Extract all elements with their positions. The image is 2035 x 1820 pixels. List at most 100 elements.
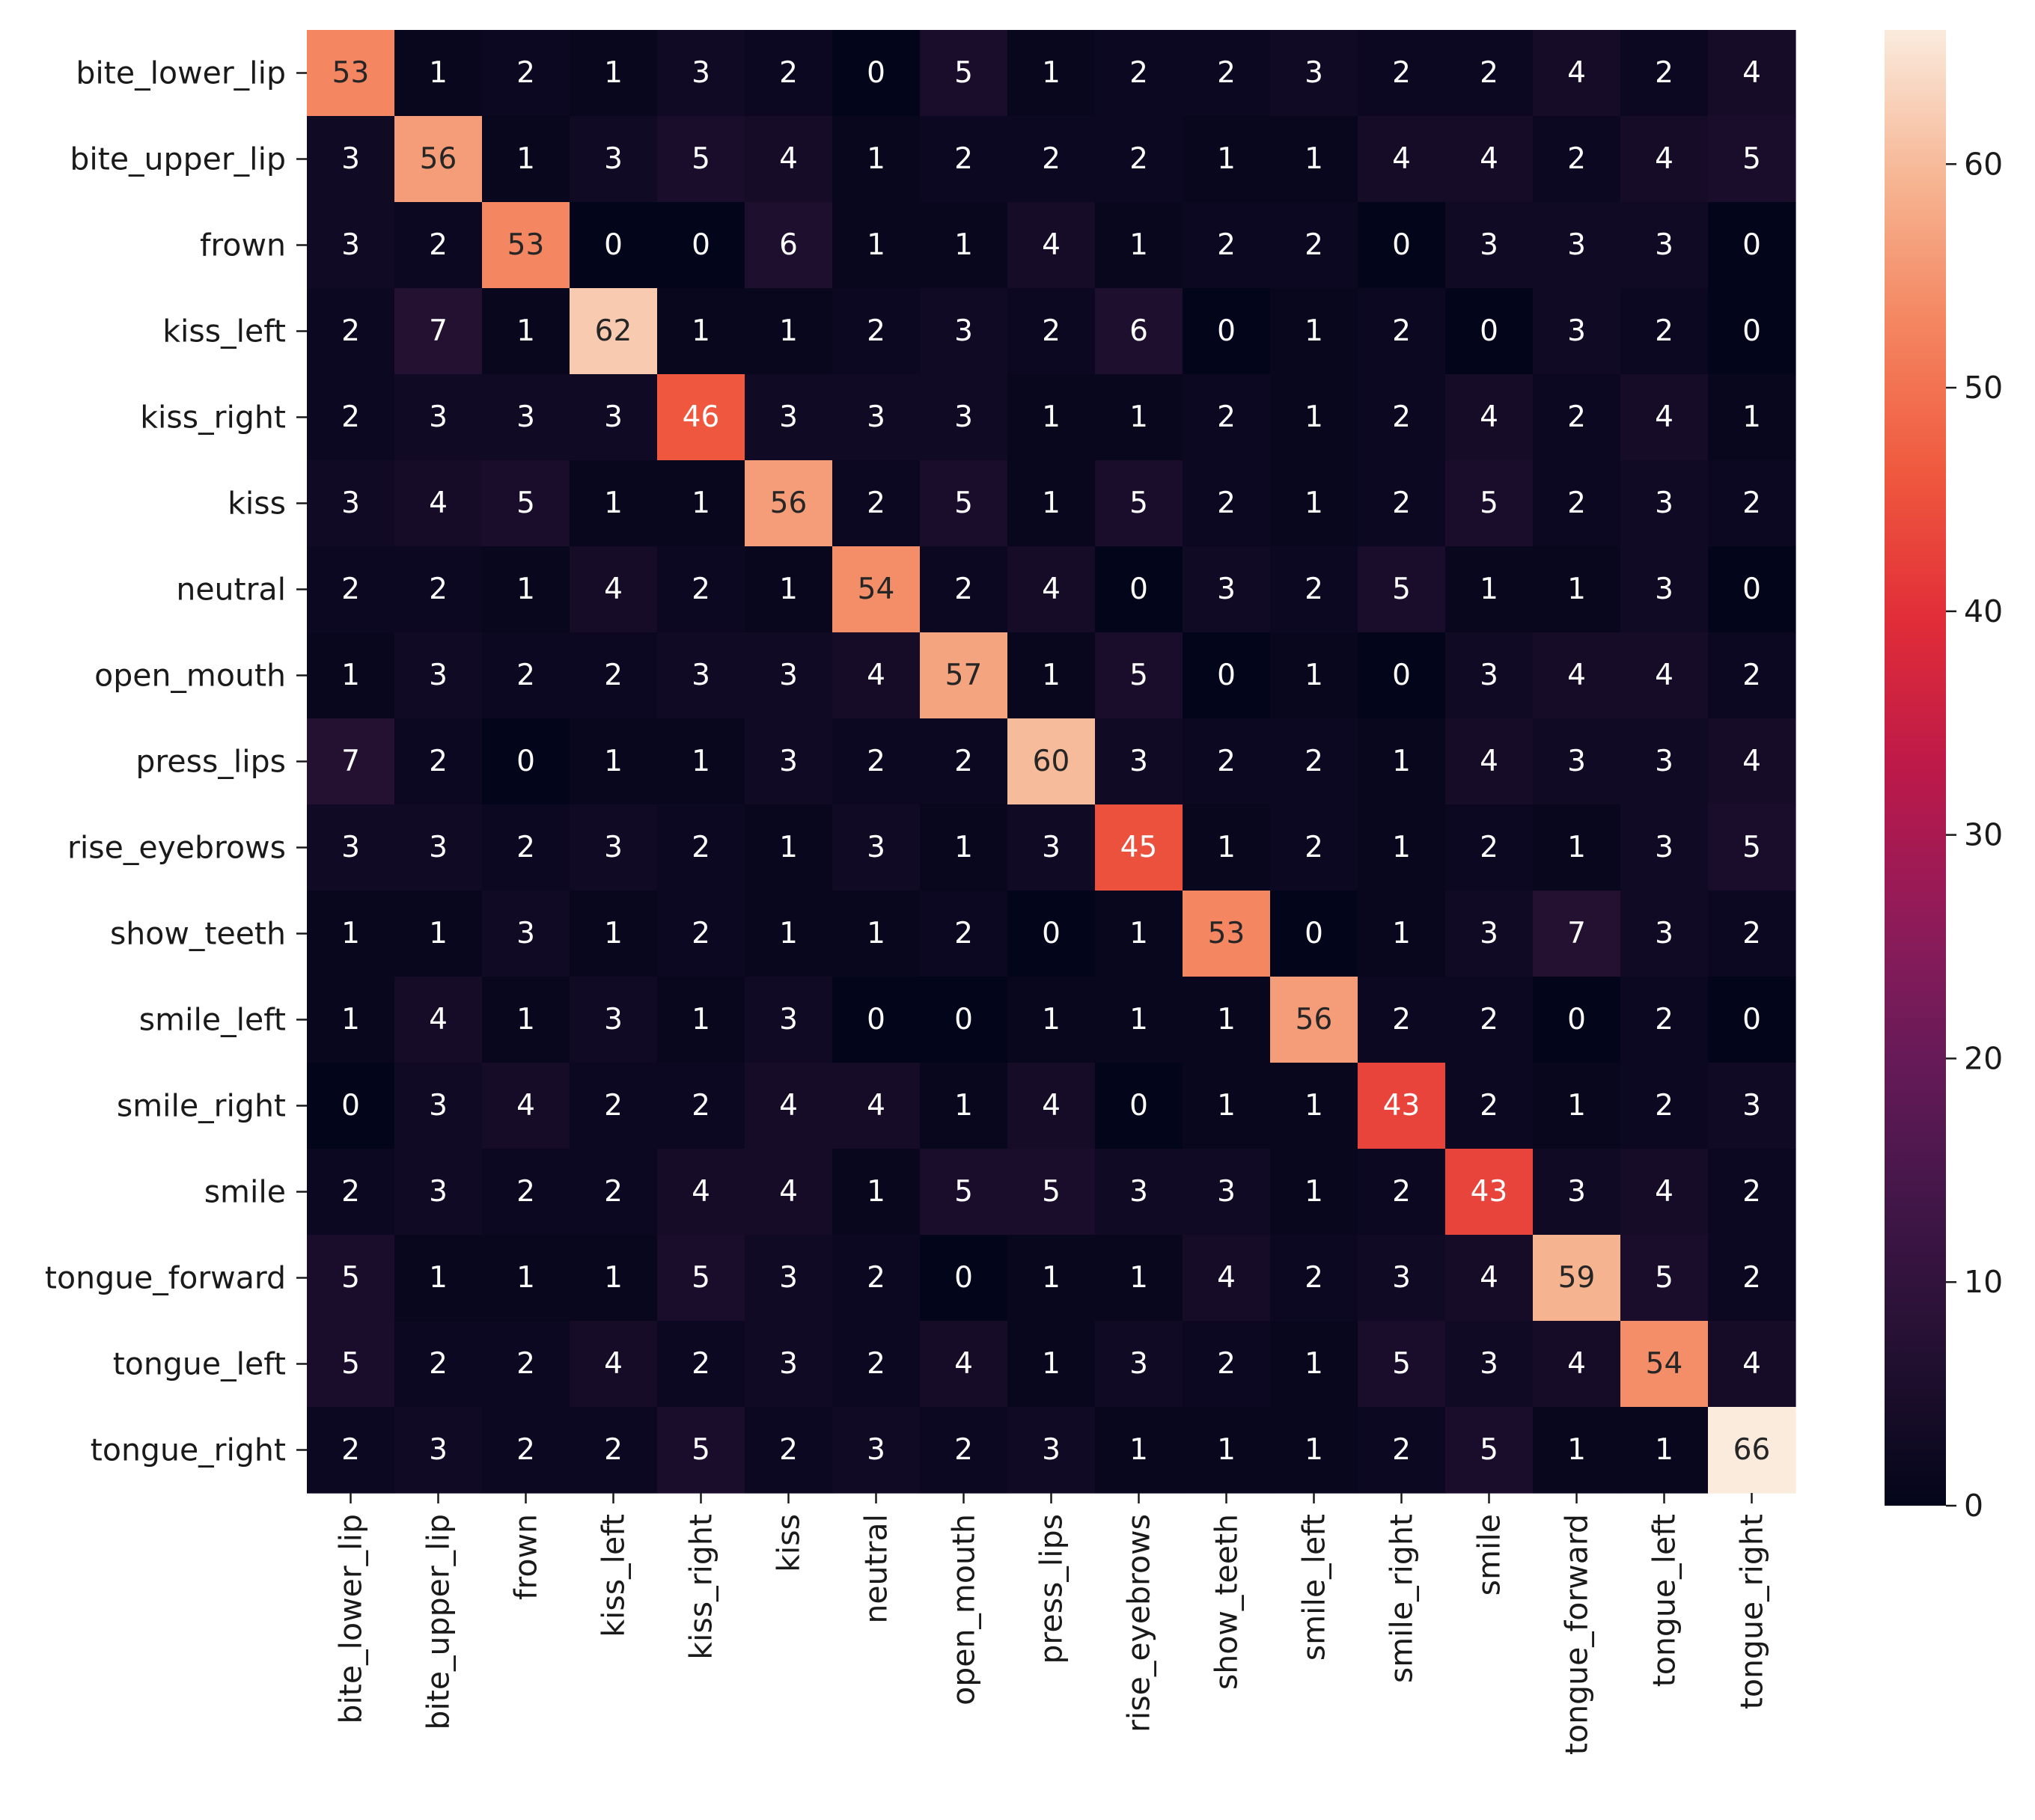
heatmap-cell [1007, 1235, 1096, 1322]
heatmap-cell [570, 288, 658, 375]
cell-value-label: 0 [1305, 917, 1323, 950]
cell-value-label: 2 [692, 917, 710, 950]
heatmap-cell [1183, 460, 1271, 547]
cell-value-label: 4 [1217, 1261, 1236, 1295]
cell-value-label: 2 [1217, 745, 1236, 778]
cell-value-label: 0 [1742, 314, 1761, 348]
cell-value-label: 53 [1208, 917, 1245, 950]
cell-value-label: 2 [1305, 745, 1323, 778]
cell-value-label: 4 [516, 1089, 535, 1123]
cell-value-label: 2 [1742, 486, 1761, 520]
cell-value-label: 2 [516, 659, 535, 692]
cell-value-label: 1 [516, 314, 535, 348]
cell-value-label: 2 [1480, 1089, 1498, 1123]
cell-value-label: 4 [779, 142, 798, 176]
cell-value-label: 0 [1742, 572, 1761, 606]
heatmap-cell [307, 1063, 395, 1149]
heatmap-cell [657, 1063, 745, 1149]
cell-value-label: 2 [1655, 1089, 1674, 1123]
cell-value-label: 3 [341, 831, 360, 864]
heatmap-cell [307, 804, 395, 891]
cell-value-label: 1 [867, 917, 885, 950]
heatmap-cell [570, 1063, 658, 1149]
cell-value-label: 46 [683, 400, 720, 434]
cell-value-label: 1 [867, 142, 885, 176]
cell-value-label: 0 [1042, 917, 1061, 950]
cell-value-label: 0 [867, 1003, 885, 1036]
heatmap-cell [1270, 1149, 1358, 1236]
heatmap-cell [657, 632, 745, 719]
heatmap-cell [1183, 546, 1271, 633]
cell-value-label: 1 [1305, 314, 1323, 348]
cell-value-label: 1 [516, 572, 535, 606]
y-tick-label: kiss [228, 486, 286, 522]
heatmap-cell [1533, 374, 1621, 461]
cell-value-label: 5 [954, 486, 973, 520]
heatmap-cell [570, 1321, 658, 1408]
cell-value-label: 1 [604, 1261, 623, 1295]
cell-value-label: 2 [1129, 142, 1148, 176]
cell-value-label: 0 [867, 56, 885, 90]
cell-value-label: 2 [1042, 142, 1061, 176]
cell-value-label: 66 [1733, 1433, 1771, 1467]
heatmap-cell [745, 30, 833, 117]
y-tick-label: open_mouth [94, 658, 286, 694]
heatmap-cell [307, 374, 395, 461]
heatmap-cell [1270, 1321, 1358, 1408]
cell-value-label: 2 [604, 1433, 623, 1467]
cell-value-label: 1 [604, 745, 623, 778]
heatmap-cell [1445, 460, 1534, 547]
cell-value-label: 4 [1392, 142, 1411, 176]
cell-value-label: 1 [954, 228, 973, 262]
heatmap-cell [832, 804, 921, 891]
heatmap-cell [1358, 288, 1446, 375]
cell-value-label: 1 [692, 745, 710, 778]
cell-value-label: 54 [858, 572, 895, 606]
heatmap-cell [657, 804, 745, 891]
heatmap-cell [1533, 1235, 1621, 1322]
x-tick-label: kiss [771, 1514, 807, 1572]
cell-value-label: 62 [595, 314, 632, 348]
cell-value-label: 2 [1217, 1347, 1236, 1381]
cell-value-label: 4 [867, 659, 885, 692]
heatmap-cell [832, 977, 921, 1063]
cell-value-label: 3 [954, 400, 973, 434]
cell-value-label: 3 [1042, 831, 1061, 864]
heatmap-cell [1708, 116, 1796, 203]
cell-value-label: 3 [1392, 1261, 1411, 1295]
heatmap-cell [1445, 804, 1534, 891]
cell-value-label: 2 [1392, 400, 1411, 434]
cell-value-label: 4 [1655, 659, 1674, 692]
cell-value-label: 1 [1305, 1347, 1323, 1381]
cell-value-label: 2 [516, 1175, 535, 1209]
cell-value-label: 1 [867, 228, 885, 262]
heatmap-cell [394, 1321, 483, 1408]
cell-value-label: 2 [692, 831, 710, 864]
cell-value-label: 59 [1558, 1261, 1596, 1295]
heatmap-cell [1620, 288, 1709, 375]
x-tick-label: neutral [858, 1514, 894, 1624]
cell-value-label: 2 [1392, 1175, 1411, 1209]
cell-value-label: 3 [1480, 228, 1498, 262]
x-tick-label: smile_left [1296, 1514, 1332, 1661]
heatmap-cell [1620, 632, 1709, 719]
cell-value-label: 2 [429, 1347, 448, 1381]
cell-value-label: 3 [867, 831, 885, 864]
cell-value-label: 2 [1217, 400, 1236, 434]
x-tick-label: tongue_forward [1559, 1514, 1595, 1755]
heatmap-cell [1095, 1149, 1183, 1236]
heatmap-cell [1620, 460, 1709, 547]
cell-value-label: 3 [604, 400, 623, 434]
cell-value-label: 4 [1655, 1175, 1674, 1209]
cell-value-label: 0 [1129, 572, 1148, 606]
cell-value-label: 2 [341, 314, 360, 348]
heatmap-cell [482, 1407, 570, 1494]
cell-value-label: 4 [1480, 142, 1498, 176]
cell-value-label: 6 [1129, 314, 1148, 348]
cell-value-label: 4 [604, 1347, 623, 1381]
heatmap-cell [307, 1407, 395, 1494]
y-tick-label: frown [200, 228, 286, 263]
cell-value-label: 5 [1392, 1347, 1411, 1381]
heatmap-cell [482, 116, 570, 203]
